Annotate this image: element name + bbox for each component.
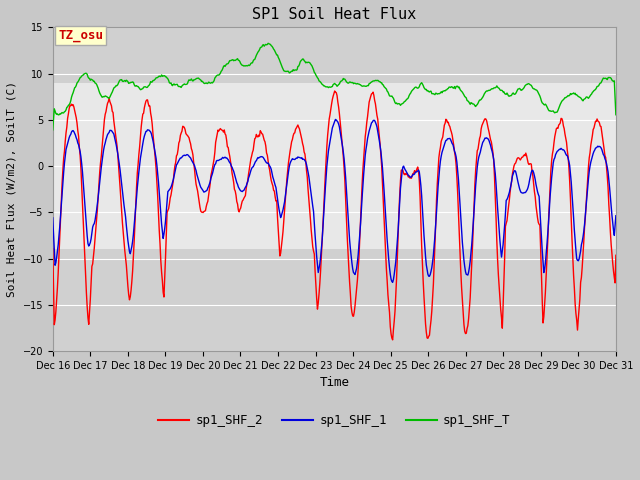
sp1_SHF_T [264,40,272,46]
sp1_SHF_2 [331,88,339,94]
Text: TZ_osu: TZ_osu [58,29,103,42]
sp1_SHF_1 [389,279,397,285]
sp1_SHF_T [59,110,67,116]
Legend: sp1_SHF_2, sp1_SHF_1, sp1_SHF_T: sp1_SHF_2, sp1_SHF_1, sp1_SHF_T [153,409,516,432]
sp1_SHF_1 [404,172,412,178]
sp1_SHF_T [404,96,412,102]
sp1_SHF_T [49,127,56,133]
sp1_SHF_2 [59,167,67,172]
sp1_SHF_1 [174,159,182,165]
X-axis label: Time: Time [319,376,349,389]
sp1_SHF_2 [389,337,397,343]
Y-axis label: Soil Heat Flux (W/m2), SoilT (C): Soil Heat Flux (W/m2), SoilT (C) [7,81,17,297]
sp1_SHF_T [204,81,212,86]
sp1_SHF_2 [117,197,125,203]
sp1_SHF_1 [204,185,212,191]
sp1_SHF_T [420,84,428,90]
sp1_SHF_T [117,77,125,83]
Line: sp1_SHF_1: sp1_SHF_1 [52,120,616,282]
sp1_SHF_1 [612,213,620,218]
sp1_SHF_1 [59,179,67,184]
sp1_SHF_1 [332,117,339,122]
sp1_SHF_2 [421,307,429,312]
sp1_SHF_2 [174,147,182,153]
sp1_SHF_2 [204,199,212,204]
sp1_SHF_1 [49,215,56,221]
Title: SP1 Soil Heat Flux: SP1 Soil Heat Flux [252,7,417,22]
sp1_SHF_2 [404,174,412,180]
sp1_SHF_2 [49,246,56,252]
Bar [52,83,616,249]
Line: sp1_SHF_T: sp1_SHF_T [52,43,616,130]
sp1_SHF_T [612,112,620,118]
sp1_SHF_1 [421,243,429,249]
Line: sp1_SHF_2: sp1_SHF_2 [52,91,616,340]
sp1_SHF_1 [117,174,125,180]
sp1_SHF_2 [612,252,620,258]
sp1_SHF_T [174,83,182,89]
